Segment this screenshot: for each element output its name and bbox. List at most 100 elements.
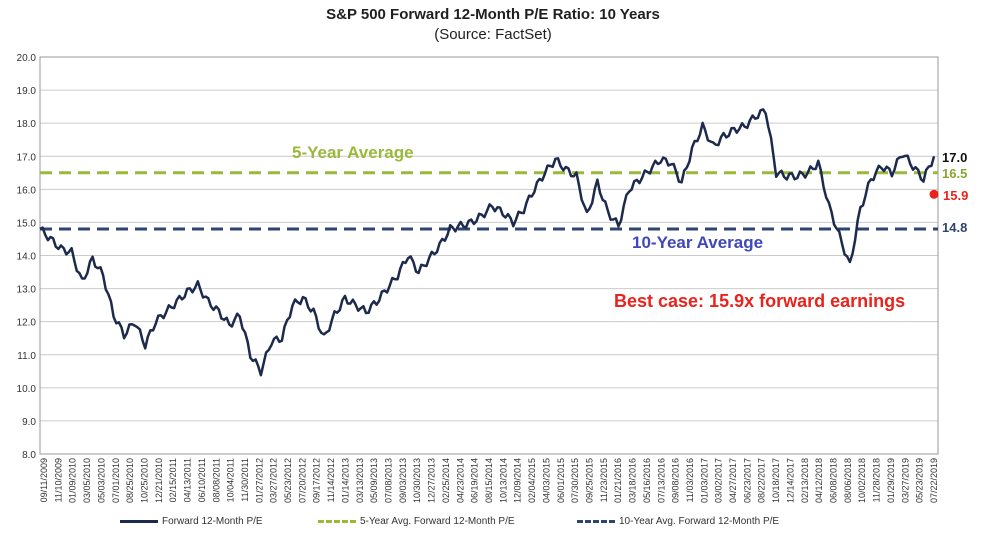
ten-year-average-label: 10-Year Average [632,233,763,252]
legend-swatch-pe [120,520,158,523]
grid [40,56,938,455]
x-tick-label: 04/27/2017 [728,458,738,503]
x-tick-label: 03/27/2012 [269,458,279,503]
x-tick-label: 02/04/2015 [527,458,537,503]
x-tick-label: 05/09/2013 [369,458,379,503]
x-tick-label: 04/03/2015 [541,458,551,503]
x-tick-label: 12/21/2010 [154,458,164,503]
best-case-value-label: 15.9 [943,188,968,203]
x-tick-label: 07/13/2016 [656,458,666,503]
y-tick-label: 14.0 [17,252,37,263]
x-tick-label: 06/10/2011 [197,458,207,502]
legend-item-five-year: 5-Year Avg. Forward 12-Month P/E [318,516,515,527]
legend-label-ten-year: 10-Year Avg. Forward 12-Month P/E [619,516,780,527]
x-tick-label: 04/13/2011 [183,458,193,502]
y-axis-ticks: 8.0 9.0 10.0 11.0 12.0 13.0 14.0 15.0 16.0 17.0 18… [17,53,37,461]
legend-item-ten-year: 10-Year Avg. Forward 12-Month P/E [577,516,779,527]
x-tick-label: 10/13/2014 [498,458,508,503]
legend-item-pe: Forward 12-Month P/E [120,516,263,527]
x-tick-label: 09/25/2015 [584,458,594,503]
x-tick-label: 02/25/2014 [441,458,451,503]
x-tick-label: 09/11/2009 [39,458,49,502]
x-tick-label: 11/14/2012 [326,458,336,502]
x-tick-label: 12/14/2017 [785,458,795,503]
pe-series-line [39,108,936,377]
x-tick-label: 10/04/2011 [226,458,236,502]
x-tick-label: 01/14/2013 [340,458,350,503]
legend-label-five-year: 5-Year Avg. Forward 12-Month P/E [360,516,515,527]
ten-year-value-label: 14.8 [942,220,967,235]
x-tick-label: 07/08/2013 [384,458,394,503]
x-tick-label: 11/30/2011 [240,458,250,502]
legend-swatch-five-year [318,520,356,523]
x-tick-label: 06/08/2018 [829,458,839,503]
x-tick-label: 11/10/2009 [53,458,63,502]
x-tick-label: 11/28/2018 [872,458,882,502]
x-tick-label: 06/19/2014 [470,458,480,503]
y-tick-label: 10.0 [17,384,37,395]
x-tick-label: 10/25/2010 [139,458,149,503]
x-tick-label: 08/15/2014 [484,458,494,503]
x-tick-label: 06/23/2017 [742,458,752,503]
x-tick-label: 01/09/2010 [68,458,78,503]
x-tick-label: 05/16/2016 [642,458,652,503]
best-case-marker [929,189,939,199]
y-tick-label: 8.0 [22,450,36,461]
best-case-label: Best case: 15.9x forward earnings [614,291,905,311]
x-tick-label: 12/09/2014 [513,458,523,503]
x-tick-label: 01/27/2012 [254,458,264,503]
y-tick-label: 9.0 [22,417,36,428]
x-tick-label: 08/06/2018 [843,458,853,503]
chart-subtitle: (Source: FactSet) [434,26,552,43]
x-tick-label: 09/08/2016 [671,458,681,503]
x-tick-label: 03/18/2016 [628,458,638,503]
x-tick-label: 06/01/2015 [556,458,566,503]
x-tick-label: 03/02/2017 [714,458,724,503]
y-tick-label: 12.0 [17,318,37,329]
x-tick-label: 04/12/2018 [814,458,824,503]
x-tick-label: 08/25/2010 [125,458,135,503]
x-tick-label: 09/03/2013 [398,458,408,503]
x-tick-label: 03/27/2019 [900,458,910,503]
x-tick-label: 07/30/2015 [570,458,580,503]
x-tick-label: 01/03/2017 [699,458,709,503]
chart-title: S&P 500 Forward 12-Month P/E Ratio: 10 Y… [326,6,660,23]
y-tick-label: 17.0 [17,152,37,163]
x-tick-label: 12/27/2013 [427,458,437,503]
legend-swatch-ten-year [577,520,615,523]
y-tick-label: 11.0 [17,351,36,362]
x-tick-label: 08/22/2017 [757,458,767,503]
x-tick-label: 07/22/2019 [929,458,939,503]
y-tick-label: 20.0 [17,53,37,64]
x-tick-label: 05/23/2019 [915,458,925,503]
x-tick-label: 08/08/2011 [211,458,221,502]
x-tick-label: 10/18/2017 [771,458,781,503]
current-value-label: 17.0 [942,150,967,165]
x-tick-label: 05/03/2010 [96,458,106,503]
x-tick-label: 11/23/2015 [599,458,609,502]
x-tick-label: 04/23/2014 [455,458,465,503]
x-tick-label: 02/15/2011 [168,458,178,502]
x-tick-label: 03/05/2010 [82,458,92,503]
y-tick-label: 13.0 [17,285,37,296]
x-tick-label: 01/29/2019 [886,458,896,503]
legend-label-pe: Forward 12-Month P/E [162,516,263,527]
x-tick-label: 02/13/2018 [800,458,810,503]
plot-frame [39,56,939,455]
x-tick-label: 11/03/2016 [685,458,695,502]
y-tick-label: 19.0 [17,86,37,97]
five-year-average-label: 5-Year Average [292,143,414,162]
x-tick-label: 10/02/2018 [857,458,867,503]
y-tick-label: 18.0 [17,119,37,130]
five-year-value-label: 16.5 [942,166,967,181]
x-axis-ticks: 09/11/2009 11/10/2009 01/09/2010 03/05/2010… [39,458,939,503]
x-tick-label: 05/23/2012 [283,458,293,503]
y-tick-label: 16.0 [17,185,37,196]
x-tick-label: 01/21/2016 [613,458,623,503]
x-tick-label: 07/01/2010 [111,458,121,503]
x-tick-label: 03/13/2013 [355,458,365,503]
x-tick-label: 07/20/2012 [297,458,307,503]
x-tick-label: 09/17/2012 [312,458,322,503]
x-tick-label: 10/30/2013 [412,458,422,503]
